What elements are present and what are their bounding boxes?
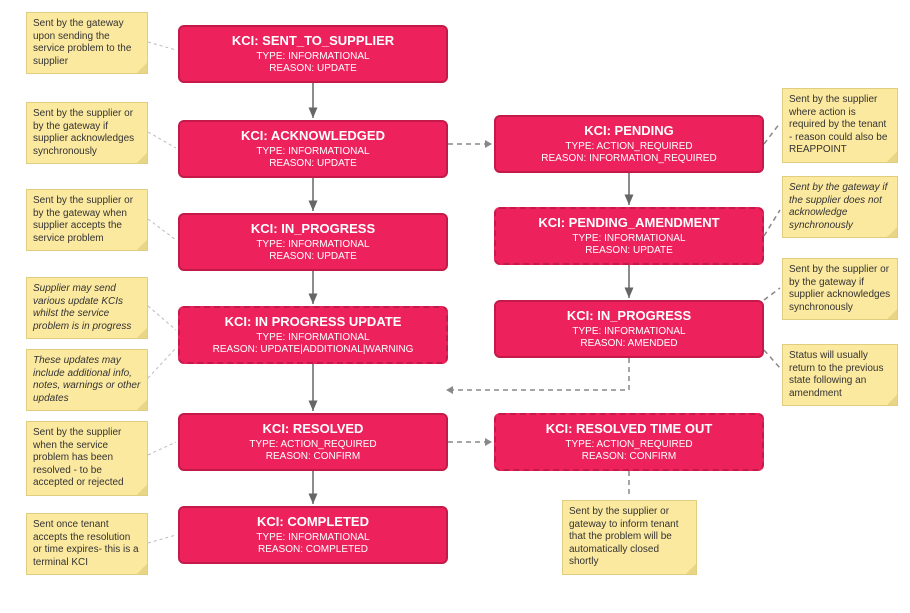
sticky-text: Sent by the supplier or by the gateway i… [33, 108, 134, 157]
node-in-progress: KCI: IN_PROGRESS TYPE: INFORMATIONAL REA… [178, 213, 448, 271]
node-pending: KCI: PENDING TYPE: ACTION_REQUIRED REASO… [494, 115, 764, 173]
node-reason: REASON: AMENDED [580, 338, 677, 350]
node-acknowledged: KCI: ACKNOWLEDGED TYPE: INFORMATIONAL RE… [178, 120, 448, 178]
node-title: KCI: RESOLVED [263, 421, 364, 437]
node-reason: REASON: INFORMATION_REQUIRED [541, 153, 716, 165]
node-type: TYPE: INFORMATIONAL [256, 146, 369, 158]
node-reason: REASON: UPDATE [269, 158, 357, 170]
sticky-note: Sent by the supplier where action is req… [782, 88, 898, 163]
sticky-note: Supplier may send various update KCIs wh… [26, 277, 148, 339]
sticky-text: Sent by the gateway upon sending the ser… [33, 18, 131, 67]
sticky-text: Sent by the supplier or gateway to infor… [569, 506, 679, 567]
node-resolved-timeout: KCI: RESOLVED TIME OUT TYPE: ACTION_REQU… [494, 413, 764, 471]
node-reason: REASON: UPDATE [585, 245, 673, 257]
node-title: KCI: IN_PROGRESS [567, 308, 691, 324]
sticky-text: Sent by the supplier when the service pr… [33, 427, 124, 488]
node-title: KCI: ACKNOWLEDGED [241, 128, 385, 144]
node-title: KCI: IN_PROGRESS [251, 221, 375, 237]
sticky-note: Sent by the supplier when the service pr… [26, 421, 148, 496]
node-title: KCI: PENDING_AMENDMENT [538, 215, 719, 231]
sticky-text: Sent by the gateway if the supplier does… [789, 182, 887, 231]
node-in-progress-update: KCI: IN PROGRESS UPDATE TYPE: INFORMATIO… [178, 306, 448, 364]
node-title: KCI: SENT_TO_SUPPLIER [232, 33, 394, 49]
sticky-text: Sent once tenant accepts the resolution … [33, 519, 139, 568]
node-reason: REASON: CONFIRM [582, 451, 676, 463]
node-type: TYPE: INFORMATIONAL [256, 332, 369, 344]
sticky-note: Sent by the gateway upon sending the ser… [26, 12, 148, 74]
sticky-note: Status will usually return to the previo… [782, 344, 898, 406]
node-reason: REASON: CONFIRM [266, 451, 360, 463]
node-reason: REASON: UPDATE [269, 63, 357, 75]
node-title: KCI: RESOLVED TIME OUT [546, 421, 713, 437]
sticky-text: Sent by the supplier where action is req… [789, 94, 887, 155]
sticky-note: These updates may include additional inf… [26, 349, 148, 411]
node-type: TYPE: INFORMATIONAL [572, 233, 685, 245]
node-type: TYPE: INFORMATIONAL [256, 51, 369, 63]
node-type: TYPE: INFORMATIONAL [256, 532, 369, 544]
sticky-text: Sent by the supplier or by the gateway w… [33, 195, 133, 244]
node-reason: REASON: UPDATE [269, 251, 357, 263]
sticky-note: Sent by the supplier or gateway to infor… [562, 500, 697, 575]
node-type: TYPE: ACTION_REQUIRED [565, 141, 692, 153]
sticky-text: Sent by the supplier or by the gateway i… [789, 264, 890, 313]
node-reason: REASON: UPDATE|ADDITIONAL|WARNING [213, 344, 414, 356]
sticky-note: Sent by the supplier or by the gateway i… [26, 102, 148, 164]
node-resolved: KCI: RESOLVED TYPE: ACTION_REQUIRED REAS… [178, 413, 448, 471]
node-reason: REASON: COMPLETED [258, 544, 368, 556]
node-title: KCI: IN PROGRESS UPDATE [225, 314, 402, 330]
node-pending-amendment: KCI: PENDING_AMENDMENT TYPE: INFORMATION… [494, 207, 764, 265]
node-completed: KCI: COMPLETED TYPE: INFORMATIONAL REASO… [178, 506, 448, 564]
sticky-text: Status will usually return to the previo… [789, 350, 884, 399]
sticky-text: Supplier may send various update KCIs wh… [33, 283, 131, 332]
node-type: TYPE: INFORMATIONAL [572, 326, 685, 338]
node-type: TYPE: ACTION_REQUIRED [565, 439, 692, 451]
sticky-note: Sent by the supplier or by the gateway i… [782, 258, 898, 320]
sticky-note: Sent by the supplier or by the gateway w… [26, 189, 148, 251]
node-type: TYPE: INFORMATIONAL [256, 239, 369, 251]
sticky-text: These updates may include additional inf… [33, 355, 140, 404]
node-sent-to-supplier: KCI: SENT_TO_SUPPLIER TYPE: INFORMATIONA… [178, 25, 448, 83]
sticky-note: Sent by the gateway if the supplier does… [782, 176, 898, 238]
sticky-note: Sent once tenant accepts the resolution … [26, 513, 148, 575]
node-title: KCI: PENDING [584, 123, 674, 139]
node-in-progress-amended: KCI: IN_PROGRESS TYPE: INFORMATIONAL REA… [494, 300, 764, 358]
node-type: TYPE: ACTION_REQUIRED [249, 439, 376, 451]
node-title: KCI: COMPLETED [257, 514, 369, 530]
